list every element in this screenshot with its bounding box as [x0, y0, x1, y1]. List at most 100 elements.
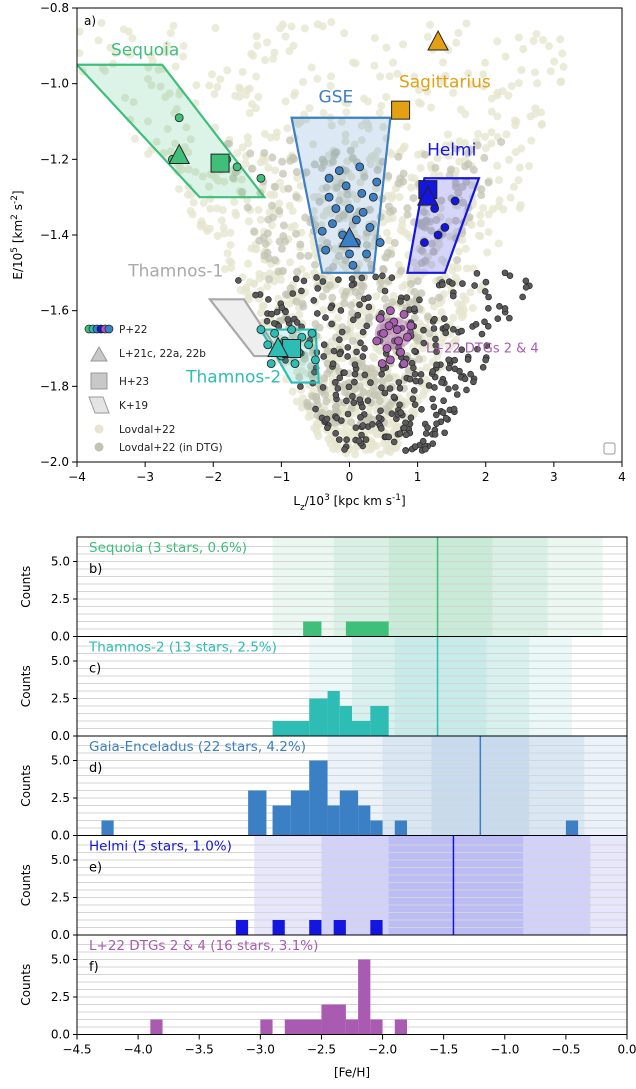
background-star-marker	[223, 66, 232, 75]
background-star-marker	[479, 70, 488, 79]
l-22-dtgs-2-4-member-marker	[385, 355, 395, 365]
sample-star-marker	[344, 353, 351, 360]
background-star-marker	[223, 249, 232, 258]
l-22-dtgs-2-4-member-marker	[403, 332, 412, 342]
sample-star-marker	[471, 282, 478, 289]
dtg-background-star-marker	[469, 165, 478, 174]
dtg-background-star-marker	[484, 178, 493, 187]
dtg-background-star-marker	[292, 297, 301, 306]
sample-star-marker	[485, 305, 492, 312]
sample-star-marker	[478, 330, 486, 338]
background-star-marker	[144, 74, 153, 83]
background-star-marker	[493, 88, 502, 97]
background-star-marker	[97, 18, 106, 27]
background-star-marker	[187, 190, 196, 199]
background-star-marker	[343, 99, 352, 108]
l-22-dtgs-2-4-member-marker	[375, 313, 385, 323]
dtg-background-star-marker	[373, 390, 382, 399]
background-star-marker	[398, 216, 407, 225]
dtg-background-star-marker	[247, 164, 256, 173]
background-star-marker	[154, 65, 163, 74]
sample-star-marker	[252, 291, 259, 299]
sample-star-marker	[270, 320, 278, 327]
dtg-background-star-marker	[346, 146, 355, 155]
sample-star-marker	[443, 323, 450, 331]
background-star-marker	[474, 231, 483, 240]
dtg-background-star-marker	[378, 377, 387, 386]
sample-star-marker	[312, 405, 319, 413]
sample-star-marker	[442, 414, 450, 422]
background-star-marker	[372, 292, 381, 301]
background-star-marker	[514, 176, 523, 185]
background-star-marker	[393, 69, 402, 78]
background-star-marker	[481, 58, 490, 67]
sample-star-marker	[425, 382, 433, 389]
gse-member-marker	[368, 192, 378, 202]
gse-label: GSE	[319, 88, 354, 108]
dtg-background-star-marker	[292, 229, 301, 238]
dtg-background-star-marker	[278, 157, 287, 166]
dtg-background-star-marker	[264, 215, 273, 224]
background-star-marker	[544, 42, 553, 51]
background-star-marker	[281, 32, 290, 41]
dtg-background-star-marker	[284, 184, 293, 193]
background-star-marker	[392, 443, 401, 452]
background-star-marker	[493, 112, 502, 121]
sample-star-marker	[441, 315, 448, 323]
panel-label: d)	[89, 761, 102, 776]
l-22-dtgs-2-4-member-marker	[396, 347, 405, 357]
background-star-marker	[189, 198, 198, 207]
background-star-marker	[487, 139, 496, 148]
sample-star-marker	[368, 421, 376, 428]
background-star-marker	[256, 215, 265, 224]
dtg-background-star-marker	[279, 169, 288, 178]
dtg-background-star-marker	[285, 136, 294, 145]
sample-star-marker	[412, 377, 420, 385]
y-tick-label: −1.2	[40, 152, 69, 166]
sequoia-triangle-marker	[168, 143, 191, 165]
sample-star-marker	[365, 294, 372, 301]
background-star-marker	[232, 211, 241, 220]
sample-star-marker	[432, 335, 439, 343]
sample-star-marker	[381, 389, 389, 397]
background-star-marker	[481, 144, 490, 153]
legend-entry: L+21c, 22a, 22b	[119, 348, 206, 360]
background-star-marker	[270, 48, 279, 57]
background-star-marker	[213, 231, 222, 240]
background-star-marker	[233, 149, 242, 158]
sample-star-marker	[359, 328, 367, 336]
y-axis-label: Counts	[19, 964, 33, 1006]
background-star-marker	[351, 450, 360, 459]
sample-star-marker	[522, 277, 530, 285]
dtg-background-star-marker	[415, 355, 424, 364]
background-star-marker	[514, 79, 523, 88]
background-star-marker	[246, 291, 255, 300]
background-star-marker	[387, 150, 396, 159]
dtg-background-star-marker	[410, 287, 419, 296]
background-star-marker	[204, 182, 213, 191]
y-tick-label: −1.8	[40, 379, 69, 393]
dtg-background-star-marker	[323, 238, 332, 247]
dtg-background-star-marker	[299, 302, 308, 311]
background-star-marker	[529, 36, 538, 45]
histogram-panel: Gaia-Enceladus (22 stars, 4.2%) d) 0.0 2.5 5…	[19, 735, 628, 843]
background-star-marker	[525, 162, 534, 171]
background-star-marker	[444, 130, 453, 139]
x-tick-label: −2.0	[368, 1043, 397, 1057]
y-tick-label: 5.0	[51, 555, 70, 569]
y-tick-label: 2.5	[51, 592, 70, 606]
legend-entry: H+23	[119, 376, 149, 388]
histogram-panel: L+22 DTGs 2 & 4 (16 stars, 3.1%) f) 0.0 2.5…	[19, 934, 628, 1042]
background-star-marker	[493, 37, 502, 46]
sample-star-marker	[483, 342, 491, 349]
background-star-marker	[499, 205, 508, 214]
sample-star-marker	[472, 321, 480, 328]
sample-star-marker	[320, 353, 327, 360]
helmi-member-marker	[420, 238, 429, 247]
gse-member-marker	[365, 223, 375, 232]
sample-star-marker	[442, 329, 450, 337]
sample-star-marker	[332, 391, 340, 399]
background-star-marker	[337, 117, 346, 126]
dtg-background-star-marker	[324, 347, 333, 356]
